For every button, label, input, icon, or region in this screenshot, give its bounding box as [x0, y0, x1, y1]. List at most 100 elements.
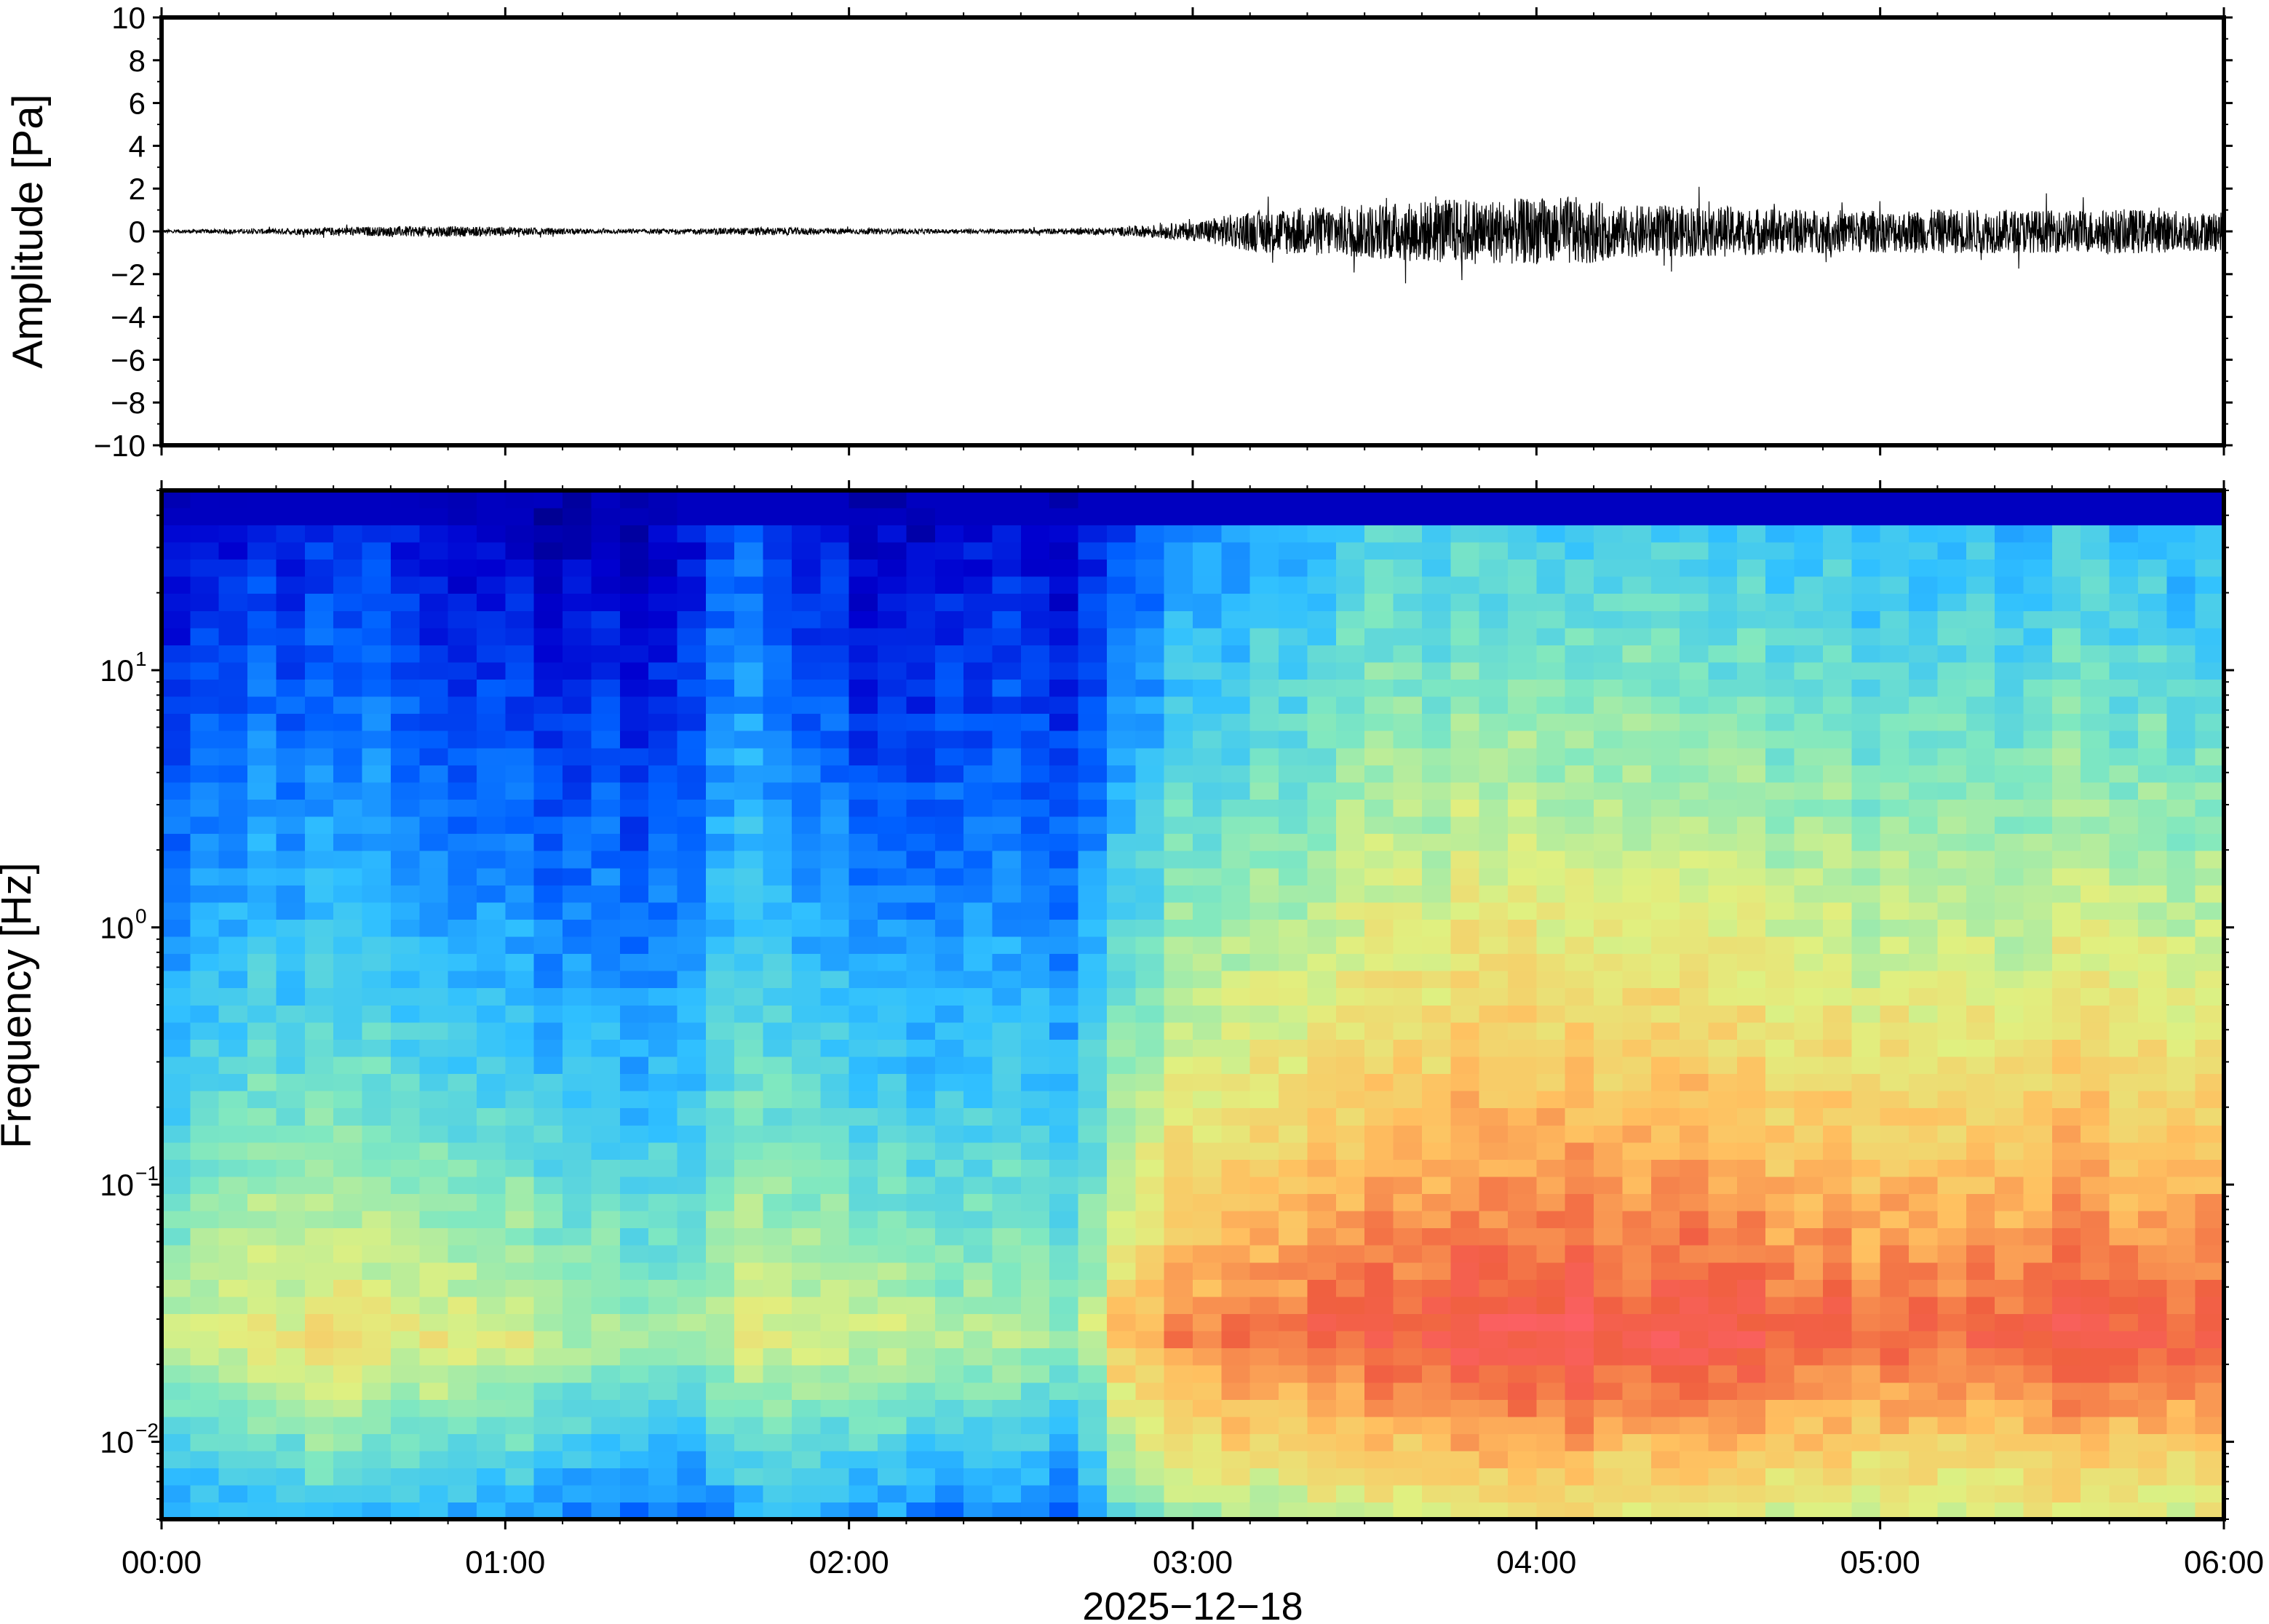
spectrogram-cell: [1851, 1450, 1881, 1469]
spectrogram-cell: [190, 1244, 220, 1263]
spectrogram-cell: [162, 1399, 191, 1417]
spectrogram-cell: [362, 576, 392, 594]
spectrogram-cell: [1851, 936, 1881, 955]
spectrogram-cell: [1307, 627, 1337, 645]
spectrogram-cell: [1680, 1468, 1709, 1486]
spectrogram-cell: [1078, 781, 1108, 800]
spectrogram-cell: [1536, 747, 1566, 765]
spectrogram-cell: [1937, 645, 1967, 663]
spectrogram-cell: [906, 730, 936, 749]
spectrogram-cell: [419, 713, 449, 731]
spectrogram-cell: [563, 1330, 592, 1349]
spectrogram-cell: [419, 850, 449, 869]
spectrogram-cell: [791, 919, 822, 937]
spectrogram-cell: [1937, 867, 1967, 885]
spectrogram-cell: [1221, 1142, 1251, 1160]
spectrogram-cell: [791, 970, 822, 989]
spectrogram-cell: [1594, 867, 1624, 885]
spectrogram-cell: [1822, 816, 1853, 835]
spectrogram-cell: [934, 1227, 964, 1246]
spectrogram-cell: [1249, 816, 1279, 835]
spectrogram-cell: [1507, 747, 1538, 765]
spectrogram-cell: [677, 610, 707, 629]
spectrogram-cell: [276, 781, 306, 800]
spectrogram-cell: [162, 1124, 191, 1143]
spectrogram-cell: [247, 1313, 277, 1332]
spectrogram-cell: [448, 1022, 477, 1040]
spectrogram-cell: [705, 1022, 736, 1040]
spectrogram-cell: [1450, 627, 1480, 645]
spectrogram-cell: [1851, 885, 1881, 903]
spectrogram-cell: [820, 747, 850, 765]
spectrogram-cell: [1049, 1227, 1079, 1246]
spectrogram-cell: [1335, 1056, 1365, 1075]
spectrogram-cell: [2081, 1382, 2110, 1400]
spectrogram-cell: [2137, 1056, 2168, 1075]
spectrogram-cell: [992, 987, 1022, 1006]
spectrogram-cell: [1164, 576, 1193, 594]
spectrogram-cell: [1106, 1176, 1137, 1195]
spectrogram-cell: [820, 1382, 850, 1400]
spectrogram-cell: [2109, 1142, 2139, 1160]
spectrogram-cell: [934, 1450, 964, 1469]
spectrogram-cell: [849, 833, 878, 851]
spectrogram-cell: [1221, 765, 1251, 783]
spectrogram-cell: [419, 953, 449, 971]
spectrogram-cell: [1622, 1330, 1652, 1349]
spectrogram-cell: [218, 936, 248, 955]
spectrogram-cell: [2051, 645, 2081, 663]
spectrogram-cell: [906, 1330, 936, 1349]
spectrogram-cell: [505, 1450, 535, 1469]
spectrogram-cell: [1164, 1313, 1193, 1332]
spectrogram-cell: [619, 867, 649, 885]
spectrogram-cell: [476, 970, 506, 989]
spectrogram-cell: [162, 593, 191, 611]
spectrogram-cell: [505, 867, 535, 885]
spectrogram-cell: [1135, 1159, 1165, 1177]
spectrogram-cell: [677, 987, 707, 1006]
spectrogram-cell: [1479, 867, 1509, 885]
spectrogram-cell: [2166, 1450, 2196, 1469]
spectrogram-cell: [1794, 816, 1824, 835]
spectrogram-cell: [1193, 490, 1223, 509]
spectrogram-cell: [1335, 1210, 1365, 1229]
spectrogram-cell: [849, 490, 878, 509]
spectrogram-cell: [162, 661, 191, 680]
spectrogram-cell: [906, 1450, 936, 1469]
spectrogram-cell: [2166, 799, 2196, 817]
spectrogram-cell: [304, 1296, 334, 1314]
spectrogram-cell: [448, 765, 477, 783]
spectrogram-cell: [533, 1364, 563, 1383]
spectrogram-cell: [619, 987, 649, 1006]
spectrogram-cell: [591, 919, 621, 937]
spectrogram-cell: [648, 1433, 678, 1452]
spectrogram-cell: [1565, 765, 1594, 783]
spectrogram-cell: [1708, 1450, 1738, 1469]
spectrogram-cell: [1221, 1330, 1251, 1349]
spectrogram-cell: [1794, 1262, 1824, 1280]
spectrogram-cell: [1851, 1142, 1881, 1160]
spectrogram-cell: [2195, 1244, 2225, 1263]
spectrogram-cell: [1794, 919, 1824, 937]
spectrogram-cell: [934, 1330, 964, 1349]
spectrogram-cell: [992, 507, 1022, 525]
spectrogram-cell: [1249, 833, 1279, 851]
spectrogram-cell: [448, 1142, 477, 1160]
spectrogram-cell: [2051, 1227, 2081, 1246]
spectrogram-cell: [591, 559, 621, 577]
spectrogram-cell: [2081, 867, 2110, 885]
spectrogram-cell: [1135, 679, 1165, 697]
spectrogram-cell: [1536, 816, 1566, 835]
spectrogram-cell: [2081, 953, 2110, 971]
spectrogram-cell: [362, 1107, 392, 1126]
spectrogram-cell: [619, 833, 649, 851]
spectrogram-cell: [390, 1193, 421, 1211]
spectrogram-cell: [2109, 833, 2139, 851]
spectrogram-cell: [2023, 833, 2053, 851]
spectrogram-cell: [1966, 1450, 1995, 1469]
spectrogram-cell: [1193, 1176, 1223, 1195]
spectrogram-cell: [2195, 1330, 2225, 1349]
spectrogram-cell: [1680, 1193, 1709, 1211]
spectrogram-cell: [1364, 1502, 1394, 1520]
spectrogram-cell: [1078, 541, 1108, 560]
